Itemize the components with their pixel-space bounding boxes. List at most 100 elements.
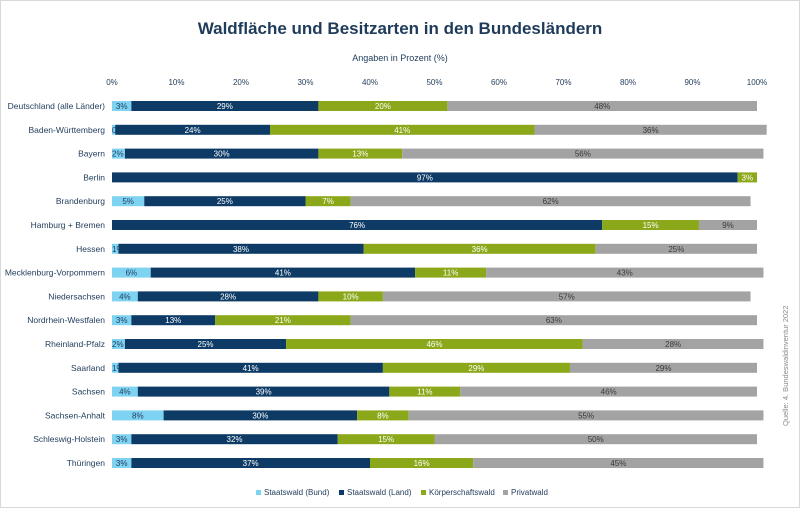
- category-label: Hessen: [76, 244, 105, 254]
- x-tick-label: 100%: [747, 78, 767, 87]
- bar-segment-staatswald-bund: [112, 267, 151, 278]
- category-label: Niedersachsen: [48, 291, 105, 301]
- bar-segment-koerperschaftswald: [318, 148, 403, 159]
- bar-segment-privatwald: [460, 386, 757, 397]
- data-label: 2%: [112, 150, 124, 159]
- category-label: Thüringen: [67, 458, 106, 468]
- bar-segment-koerperschaftswald: [602, 220, 699, 230]
- bar-segment-privatwald: [534, 124, 767, 135]
- bar-segment-staatswald-bund: [112, 291, 138, 302]
- category-label: Sachsen-Anhalt: [45, 410, 106, 420]
- x-axis-ticks: 0% 10% 20% 30% 40% 50% 60% 70% 80% 90% 100%: [106, 78, 767, 87]
- data-label: 41%: [275, 269, 291, 278]
- data-label: 37%: [243, 459, 259, 468]
- data-label: 10%: [343, 292, 359, 301]
- bar-segment-staatswald-land: [118, 362, 383, 373]
- data-label: 1%: [112, 245, 124, 254]
- bar-segment-koerperschaftswald: [370, 458, 474, 468]
- category-label: Schleswig-Holstein: [33, 434, 105, 444]
- bar-segment-koerperschaftswald: [305, 196, 351, 207]
- data-label: 25%: [198, 340, 214, 349]
- bar-segment-koerperschaftswald: [415, 267, 487, 278]
- x-tick-label: 10%: [168, 78, 184, 87]
- bar-segment-koerperschaftswald: [737, 172, 757, 183]
- data-label: 28%: [220, 292, 236, 301]
- bar-segment-privatwald: [434, 434, 757, 445]
- data-label: 29%: [655, 364, 671, 373]
- bar-segment-staatswald-land: [112, 220, 603, 230]
- bar-segment-staatswald-land: [131, 458, 370, 468]
- category-label: Hamburg + Bremen: [31, 220, 106, 230]
- data-label: 63%: [546, 316, 562, 325]
- bar-segment-staatswald-land: [150, 267, 416, 278]
- data-label: 11%: [443, 269, 458, 278]
- bar-segment-koerperschaftswald: [389, 386, 461, 397]
- chart-title: Waldfläche und Besitzarten in den Bundes…: [197, 19, 603, 38]
- data-label: 41%: [394, 126, 410, 135]
- bar-segment-koerperschaftswald: [215, 315, 351, 326]
- data-label: 8%: [377, 411, 389, 420]
- bar-segment-staatswald-land: [124, 148, 319, 159]
- x-tick-label: 80%: [620, 78, 636, 87]
- category-label: Deutschland (alle Länder): [8, 101, 106, 111]
- data-label: 38%: [233, 245, 249, 254]
- category-label: Brandenburg: [56, 196, 105, 206]
- category-label: Mecklenburg-Vorpommern: [5, 268, 105, 278]
- x-tick-label: 60%: [491, 78, 507, 87]
- data-label: 57%: [559, 292, 575, 301]
- data-label: 4%: [119, 292, 131, 301]
- bar-segment-privatwald: [582, 339, 764, 349]
- data-label: 48%: [594, 102, 610, 111]
- legend-label: Staatswald (Bund): [264, 488, 330, 497]
- x-tick-label: 70%: [555, 78, 571, 87]
- data-label: 29%: [217, 102, 233, 111]
- bar-segment-staatswald-bund: [112, 196, 145, 207]
- bar-segment-koerperschaftswald: [363, 243, 596, 254]
- data-label: 25%: [668, 245, 684, 254]
- legend-swatch: [421, 490, 426, 495]
- bar-segment-staatswald-land: [112, 172, 738, 183]
- bar-segment-staatswald-bund: [112, 362, 119, 373]
- bar-segment-privatwald: [569, 362, 757, 373]
- bar-segment-staatswald-bund: [112, 243, 119, 254]
- data-label: 36%: [643, 126, 659, 135]
- legend-label: Privatwald: [511, 488, 548, 497]
- bar-segment-privatwald: [473, 458, 764, 468]
- x-tick-label: 0%: [106, 78, 118, 87]
- bar-segment-privatwald: [402, 148, 764, 159]
- bar-segment-staatswald-land: [115, 124, 271, 135]
- data-label: 16%: [414, 459, 430, 468]
- data-label: 32%: [227, 435, 243, 444]
- data-label: 30%: [252, 411, 268, 420]
- data-label: 43%: [617, 269, 633, 278]
- bar-segment-koerperschaftswald: [382, 362, 570, 373]
- data-label: 3%: [116, 459, 128, 468]
- bar-segment-privatwald: [408, 410, 764, 421]
- data-label: 46%: [601, 388, 617, 397]
- bar-segment-staatswald-bund: [112, 434, 132, 445]
- bar-segment-privatwald: [595, 243, 757, 254]
- bar-segment-koerperschaftswald: [357, 410, 409, 421]
- category-label: Nordrhein-Westfalen: [27, 315, 105, 325]
- data-label: 45%: [610, 459, 626, 468]
- data-label: 39%: [256, 388, 272, 397]
- x-tick-label: 30%: [297, 78, 313, 87]
- category-label: Berlin: [83, 172, 105, 182]
- data-label: 11%: [417, 388, 432, 397]
- data-label: 8%: [132, 411, 144, 420]
- bar-segment-staatswald-bund: [112, 458, 132, 468]
- legend-label: Körperschaftswald: [429, 488, 495, 497]
- legend-swatch: [256, 490, 261, 495]
- data-label: 3%: [742, 173, 754, 182]
- bar-segment-staatswald-land: [163, 410, 358, 421]
- data-label: 28%: [665, 340, 681, 349]
- bar-segment-koerperschaftswald: [270, 124, 535, 135]
- legend-swatch: [339, 490, 344, 495]
- x-tick-label: 90%: [684, 78, 700, 87]
- bar-segment-staatswald-bund: [112, 315, 132, 326]
- chart-subtitle: Angaben in Prozent (%): [352, 53, 448, 63]
- bar-segment-privatwald: [447, 101, 757, 111]
- data-label: 3%: [116, 435, 128, 444]
